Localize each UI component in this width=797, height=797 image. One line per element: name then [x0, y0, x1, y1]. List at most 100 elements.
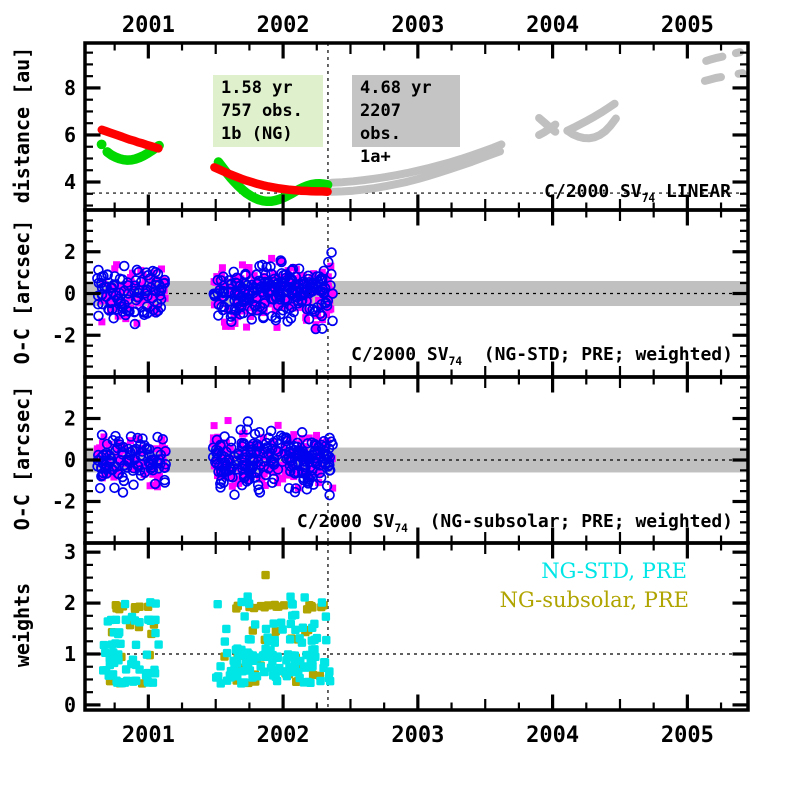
open-point: [310, 323, 321, 335]
filled-point: [210, 422, 218, 430]
weight-point: [261, 644, 270, 653]
weight-point: [240, 612, 249, 621]
weight-point: [306, 678, 315, 687]
weight-point: [275, 663, 284, 673]
weight-point: [270, 638, 279, 647]
filled-point: [118, 460, 126, 468]
open-point: [132, 432, 143, 444]
open-point: [268, 453, 280, 464]
open-point: [259, 298, 270, 309]
x-tick-label-top: 2005: [661, 13, 714, 38]
open-point: [238, 296, 249, 308]
annotation-line: 757 obs.: [221, 101, 303, 121]
annotation-line: 1a+: [360, 147, 391, 167]
open-point: [153, 454, 165, 465]
weight-point: [135, 618, 144, 627]
filled-point: [214, 433, 222, 441]
open-point: [272, 278, 284, 289]
weight-point: [298, 623, 308, 632]
series-gray-fork-upper: [563, 99, 619, 135]
open-point: [152, 305, 164, 317]
open-point: [137, 446, 148, 457]
open-point: [326, 247, 337, 258]
weight-point: [320, 658, 330, 667]
open-point: [242, 416, 254, 427]
weight-point: [128, 655, 138, 664]
open-point: [273, 288, 284, 299]
open-point: [133, 292, 144, 303]
weight-point: [99, 666, 108, 675]
legend-ng-subsolar: NG-subsolar, PRE: [499, 588, 689, 612]
filled-point: [293, 275, 301, 283]
y-tick-label: -2: [52, 490, 76, 514]
filled-point: [275, 474, 283, 482]
filled-point: [159, 276, 167, 284]
y-axis-label-weights: weights: [10, 582, 34, 668]
open-point: [118, 475, 130, 487]
filled-point: [218, 270, 226, 278]
open-point: [253, 484, 264, 495]
open-point: [288, 444, 300, 456]
open-residuals-cluster1: [92, 260, 171, 330]
filled-point: [133, 319, 141, 327]
weight-point: [322, 635, 331, 645]
filled-point: [290, 431, 298, 439]
open-point: [317, 323, 328, 334]
open-point: [146, 461, 158, 473]
open-point: [225, 442, 237, 454]
open-point: [303, 270, 314, 282]
open-point: [213, 310, 224, 321]
filled-point: [275, 450, 283, 458]
weight-point: [111, 600, 121, 610]
open-point: [97, 467, 109, 479]
filled-point: [305, 296, 313, 304]
open-point: [105, 453, 117, 464]
series-gray-dash-l1: [700, 73, 725, 85]
open-point: [311, 458, 322, 470]
open-point: [123, 443, 134, 455]
weight-point: [151, 599, 160, 608]
filled-point: [303, 316, 311, 324]
open-point: [229, 489, 240, 500]
weight-point: [216, 662, 225, 671]
open-point: [109, 482, 120, 494]
filled-point: [140, 470, 148, 478]
weight-point: [308, 645, 317, 654]
filled-point: [329, 484, 337, 492]
weight-point: [116, 639, 125, 648]
open-point: [258, 311, 269, 323]
y-tick-label: 0: [64, 448, 76, 472]
weight-outlier-point: [261, 570, 270, 580]
open-point: [140, 285, 151, 297]
weight-point: [317, 598, 327, 607]
filled-point: [105, 440, 113, 448]
filled-point: [268, 438, 276, 446]
open-point: [315, 308, 326, 320]
weight-point: [295, 634, 304, 643]
open-point: [232, 287, 243, 299]
filled-point: [234, 272, 242, 280]
weight-point: [233, 644, 242, 653]
open-point: [275, 255, 286, 266]
filled-point: [220, 318, 228, 326]
x-tick-label-bottom: 2002: [257, 723, 310, 748]
weight-point: [232, 658, 242, 668]
weight-point: [222, 624, 231, 634]
panel-2: -2 0 2: [52, 208, 750, 379]
filled-point: [161, 445, 169, 453]
title-text: C/2000 SV: [544, 181, 642, 202]
title-text: C/2000 SV: [296, 511, 395, 532]
filled-point: [255, 441, 263, 449]
weight-point: [286, 619, 296, 629]
filled-point: [104, 457, 112, 465]
open-point: [301, 484, 313, 495]
filled-point: [109, 283, 117, 291]
open-point: [298, 289, 309, 301]
open-point: [129, 280, 141, 291]
open-point: [225, 279, 237, 290]
weight-point: [278, 625, 287, 634]
open-point: [152, 431, 163, 443]
open-point: [251, 439, 263, 450]
series-red-geo-arc1: [97, 125, 163, 153]
open-point: [96, 429, 108, 441]
